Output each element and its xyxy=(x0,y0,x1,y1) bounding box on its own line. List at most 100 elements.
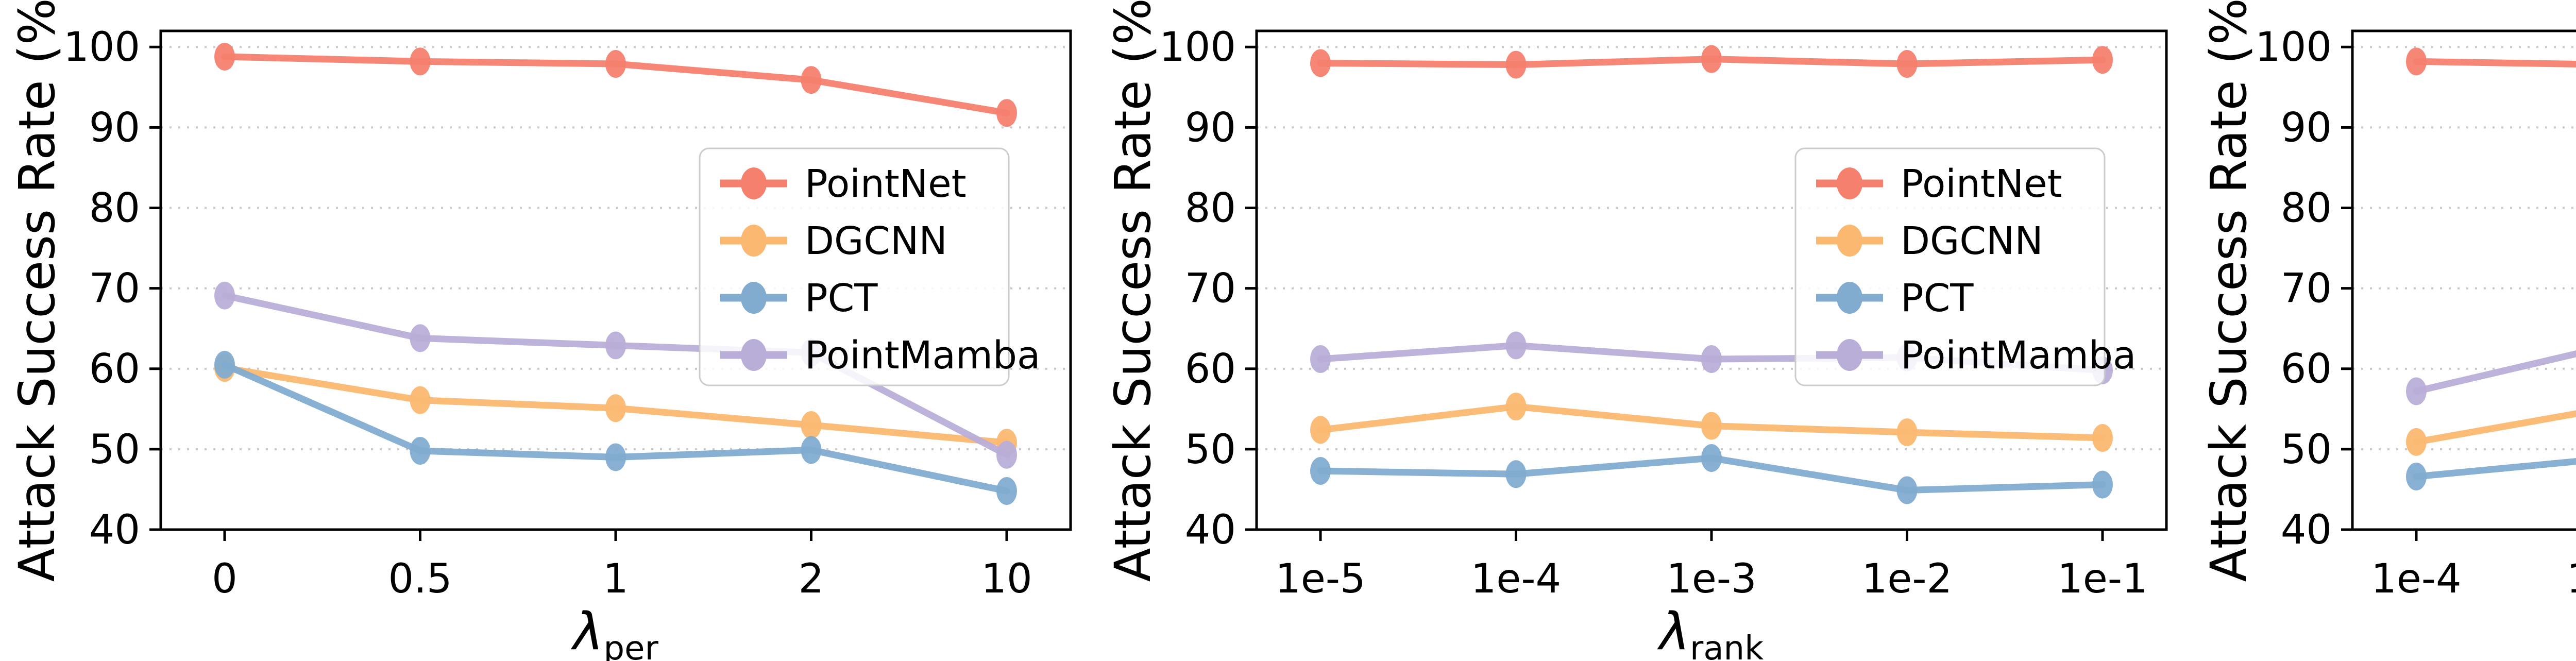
y-axis-label: Attack Success Rate (%) xyxy=(8,0,66,582)
ytick-label-40: 40 xyxy=(89,507,140,553)
ytick-label-100: 100 xyxy=(1159,24,1236,71)
marker-dgcnn-0 xyxy=(1310,416,1331,444)
legend-marker-dgcnn xyxy=(1837,225,1862,257)
ytick-label-90: 90 xyxy=(1185,105,1236,151)
ytick-label-50: 50 xyxy=(2281,427,2332,473)
marker-pointmamba-1 xyxy=(1505,331,1527,360)
marker-pct-0 xyxy=(214,350,235,379)
marker-pointnet-3 xyxy=(1896,50,1918,78)
ytick-label-100: 100 xyxy=(63,24,140,71)
legend-marker-pointnet xyxy=(1837,167,1862,199)
legend-marker-pct xyxy=(1837,282,1862,314)
marker-pct-4 xyxy=(2092,470,2113,499)
legend-marker-pointnet xyxy=(741,167,767,199)
legend-label-pointmamba: PointMamba xyxy=(805,333,1040,378)
ytick-label-50: 50 xyxy=(1185,427,1236,473)
marker-pointnet-0 xyxy=(214,42,235,71)
marker-dgcnn-2 xyxy=(605,394,626,422)
xtick-label-1e-4: 1e-4 xyxy=(1471,556,1561,602)
marker-dgcnn-1 xyxy=(1505,393,1527,421)
marker-pct-0 xyxy=(1310,457,1331,485)
marker-pointnet-2 xyxy=(1701,45,1722,73)
legend-box xyxy=(699,147,1010,386)
marker-pointnet-4 xyxy=(2092,46,2113,74)
ytick-label-80: 80 xyxy=(2281,185,2332,231)
plot-spines xyxy=(2351,29,2576,531)
marker-pointmamba-0 xyxy=(2406,377,2427,405)
legend-box xyxy=(1794,147,2106,386)
legend-label-dgcnn: DGCNN xyxy=(805,219,947,263)
marker-pointnet-0 xyxy=(2406,47,2427,76)
series-line-dgcnn xyxy=(2413,410,2576,446)
marker-pct-0 xyxy=(2406,462,2427,490)
xtick-label-1e-1: 1e-1 xyxy=(2057,556,2147,602)
xtick-label-1e-4: 1e-4 xyxy=(2371,556,2461,602)
xtick-label-1e-3: 1e-3 xyxy=(1666,556,1756,602)
xtick-label-1: 1 xyxy=(603,556,629,602)
xtick-label-1e-3: 1e-3 xyxy=(2567,556,2576,602)
chart-lambda-per-canvas: PointNetDGCNNPCTPointMamba40506070809010… xyxy=(8,0,1072,661)
marker-pointmamba-4 xyxy=(996,440,1017,469)
marker-dgcnn-0 xyxy=(2406,428,2427,456)
legend-marker-pointmamba xyxy=(1837,339,1862,371)
marker-dgcnn-3 xyxy=(1896,418,1918,447)
marker-pointmamba-1 xyxy=(410,324,431,352)
marker-pct-3 xyxy=(801,436,822,464)
marker-pointmamba-2 xyxy=(1701,345,1722,374)
marker-pointnet-1 xyxy=(410,47,431,76)
marker-pointnet-3 xyxy=(801,66,822,94)
xtick-label-10: 10 xyxy=(981,556,1032,602)
ytick-label-60: 60 xyxy=(2281,346,2332,393)
y-axis-label: Attack Success Rate (%) xyxy=(1104,0,1162,582)
ytick-label-70: 70 xyxy=(2281,266,2332,312)
series-line-pct xyxy=(2413,458,2576,480)
marker-pointnet-4 xyxy=(996,99,1017,127)
ytick-label-60: 60 xyxy=(89,346,140,393)
legend-label-pointnet: PointNet xyxy=(1901,162,2062,206)
chart-lambda-ort-canvas: PointNetDGCNNPCTPointMamba40506070809010… xyxy=(2200,0,2576,602)
xtick-label-1e-2: 1e-2 xyxy=(1862,556,1952,602)
chart-lambda-rank: PointNet DGCNN PCT PointMamba 40 50 60 70 80 90 10… xyxy=(1096,0,2192,661)
legend-label-pct: PCT xyxy=(1901,276,1974,320)
marker-pct-3 xyxy=(1896,476,1918,504)
xtick-label-2: 2 xyxy=(799,556,824,602)
ytick-label-90: 90 xyxy=(2281,105,2332,151)
ytick-label-70: 70 xyxy=(89,266,140,312)
ytick-label-50: 50 xyxy=(89,427,140,473)
x-axis-label: λrank xyxy=(1657,601,1764,661)
ytick-label-90: 90 xyxy=(89,105,140,151)
ytick-label-80: 80 xyxy=(1185,185,1236,231)
legend-marker-pointmamba xyxy=(741,339,767,371)
x-axis-label: λper xyxy=(570,601,658,661)
y-axis-label: Attack Success Rate (%) xyxy=(2200,0,2258,582)
marker-dgcnn-3 xyxy=(801,411,822,439)
xtick-label-0-5: 0.5 xyxy=(388,556,452,602)
marker-pct-4 xyxy=(996,477,1017,505)
marker-pointnet-1 xyxy=(1505,50,1527,79)
chart-lambda-rank-canvas: PointNet DGCNN PCT PointMamba 40 50 60 70 80 90 10… xyxy=(1104,0,2168,661)
marker-pointmamba-2 xyxy=(605,331,626,360)
marker-dgcnn-2 xyxy=(1701,412,1722,440)
marker-pct-1 xyxy=(410,436,431,465)
legend-label-dgcnn: DGCNN xyxy=(1901,219,2043,263)
marker-pointmamba-0 xyxy=(214,281,235,310)
marker-pct-2 xyxy=(605,443,626,471)
marker-pct-1 xyxy=(1505,460,1527,488)
xtick-label-1e-5: 1e-5 xyxy=(1275,556,1365,602)
ytick-label-40: 40 xyxy=(1185,507,1236,553)
legend-marker-dgcnn xyxy=(741,225,767,257)
marker-dgcnn-1 xyxy=(410,386,431,414)
xtick-label-0: 0 xyxy=(212,556,238,602)
chart-lambda-ort: PointNetDGCNNPCTPointMamba40506070809010… xyxy=(2192,0,2576,661)
legend-marker-pct xyxy=(741,282,767,314)
legend-label-pct: PCT xyxy=(805,276,878,320)
ytick-label-80: 80 xyxy=(89,185,140,231)
legend-label-pointnet: PointNet xyxy=(805,162,967,206)
ytick-label-100: 100 xyxy=(2255,24,2332,71)
marker-pointmamba-0 xyxy=(1310,345,1331,374)
legend-label-pointmamba: PointMamba xyxy=(1901,333,2136,378)
ytick-label-70: 70 xyxy=(1185,266,1236,312)
marker-dgcnn-4 xyxy=(2092,424,2113,452)
series-line-pointnet xyxy=(2413,58,2576,67)
